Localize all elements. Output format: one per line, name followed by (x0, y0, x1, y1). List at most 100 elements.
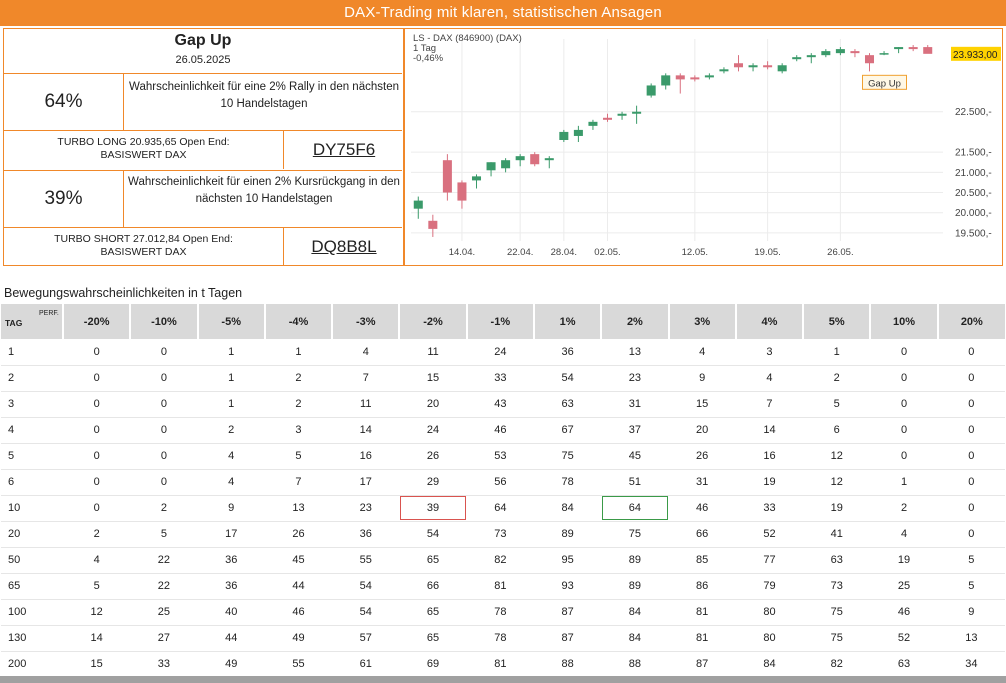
probability-cell: 54 (332, 599, 400, 626)
row-tag-cell: 4 (1, 417, 63, 444)
probability-cell: 2 (264, 391, 333, 418)
long-row: 64% Wahrscheinlichkeit für eine 2% Rally… (4, 73, 402, 130)
probability-cell: 0 (937, 391, 1005, 418)
probability-cell: 14 (63, 625, 131, 652)
candle-up (792, 55, 802, 62)
candle-body (894, 47, 904, 50)
probability-cell: 0 (937, 469, 1005, 496)
probability-cell: 64 (601, 495, 669, 522)
candle-up (632, 105, 642, 124)
corner-perf-label: PERF. (39, 310, 59, 317)
probability-cell: 52 (870, 625, 938, 652)
probability-cell: 63 (533, 391, 602, 418)
probability-cell: 0 (937, 417, 1005, 444)
candle-body (835, 49, 845, 54)
candle-down (530, 152, 540, 167)
probability-cell: 4 (332, 339, 400, 366)
probability-cell: 75 (803, 625, 871, 652)
probability-cell: 49 (264, 625, 333, 652)
probability-cell: 26 (668, 443, 736, 470)
probability-cell: 82 (466, 547, 534, 574)
probability-cell: 1 (803, 339, 871, 366)
probability-cell: 82 (803, 651, 871, 678)
turbo-short-row: TURBO SHORT 27.012,84 Open End: BASISWER… (4, 227, 402, 265)
candle-up (588, 119, 598, 130)
probability-cell: 2 (264, 365, 333, 392)
probability-cell: 6 (803, 417, 871, 444)
candle-body (690, 77, 700, 80)
candle-down (675, 73, 685, 94)
y-tick-label: 22.500,- (955, 107, 992, 118)
probability-cell: 44 (197, 625, 265, 652)
candle-body (704, 75, 714, 78)
candle-body (457, 182, 467, 201)
turbo-long-wkn-link[interactable]: DY75F6 (312, 140, 376, 159)
probability-cell: 80 (735, 625, 804, 652)
probability-cell: 26 (264, 521, 333, 548)
probability-cell: 4 (197, 443, 265, 470)
short-row: 39% Wahrscheinlichkeit für einen 2% Kurs… (4, 170, 402, 227)
candle-body (442, 160, 452, 193)
probability-cell: 67 (533, 417, 602, 444)
probability-cell: 64 (466, 495, 534, 522)
probability-cell: 77 (735, 547, 804, 574)
chart-candles (413, 45, 933, 237)
probability-cell: 5 (803, 391, 871, 418)
candle-body (661, 75, 671, 86)
probability-cell: 13 (264, 495, 333, 522)
candle-body (413, 200, 423, 209)
probability-cell: 0 (63, 417, 131, 444)
candle-body (573, 129, 583, 136)
candle-body (850, 51, 860, 54)
probability-cell: 1 (264, 339, 333, 366)
probability-cell: 45 (264, 547, 333, 574)
column-header: 4% (734, 304, 804, 339)
candle-body (733, 63, 744, 68)
candle-up (894, 47, 904, 54)
probability-cell: 0 (130, 443, 198, 470)
candle-down (457, 180, 467, 209)
column-header: -3% (331, 304, 400, 339)
probability-cell: 0 (130, 339, 198, 366)
column-header: 1% (532, 304, 602, 339)
row-tag-cell: 2 (1, 365, 63, 392)
table-row: 5 0 0 4 5 16 26 53 75 45 26 16 12 0 0 (1, 443, 1005, 470)
probability-cell: 12 (803, 469, 871, 496)
probability-cell: 34 (937, 651, 1005, 678)
probability-cell: 1 (870, 469, 938, 496)
probability-cell: 65 (399, 547, 467, 574)
probability-cell: 54 (533, 365, 602, 392)
table-row: 50 4 22 36 45 55 65 82 95 89 85 77 63 19 5 (1, 547, 1005, 574)
table-header-row: TAG PERF. -20% -10% -5% -4% -3% -2% -1% 1% 2% 3% 4… (1, 304, 1005, 339)
probability-cell: 14 (332, 417, 400, 444)
probability-cell: 13 (937, 625, 1005, 652)
probability-cell: 4 (870, 521, 938, 548)
turbo-short-wkn-link[interactable]: DQ8B8L (311, 237, 377, 256)
candle-up (544, 156, 554, 169)
candle-body (632, 111, 642, 114)
probability-cell: 89 (601, 573, 669, 600)
probability-cell: 9 (668, 365, 736, 392)
table-row: 130 14 27 44 49 57 65 78 87 84 81 80 75 52 13 (1, 625, 1005, 652)
probability-cell: 5 (130, 521, 198, 548)
probability-cell: 0 (870, 339, 938, 366)
candle-body (719, 69, 729, 72)
table-row: 65 5 22 36 44 54 66 81 93 89 86 79 73 25 5 (1, 573, 1005, 600)
candle-body (908, 47, 918, 50)
probability-cell: 33 (735, 495, 804, 522)
probability-cell: 0 (937, 521, 1005, 548)
probability-cell: 9 (197, 495, 265, 522)
probability-cell: 16 (332, 443, 400, 470)
probability-cell: 65 (399, 599, 467, 626)
candle-body (617, 113, 627, 116)
probability-cell: 81 (668, 599, 736, 626)
probability-cell: 16 (735, 443, 804, 470)
probability-cell: 5 (937, 573, 1005, 600)
row-tag-cell: 100 (1, 599, 63, 626)
column-header: -1% (465, 304, 534, 339)
probability-cell: 46 (264, 599, 333, 626)
probability-cell: 31 (668, 469, 736, 496)
probability-cell: 15 (399, 365, 467, 392)
page-banner: DAX-Trading mit klaren, statistischen An… (0, 0, 1006, 26)
candle-body (748, 65, 758, 68)
